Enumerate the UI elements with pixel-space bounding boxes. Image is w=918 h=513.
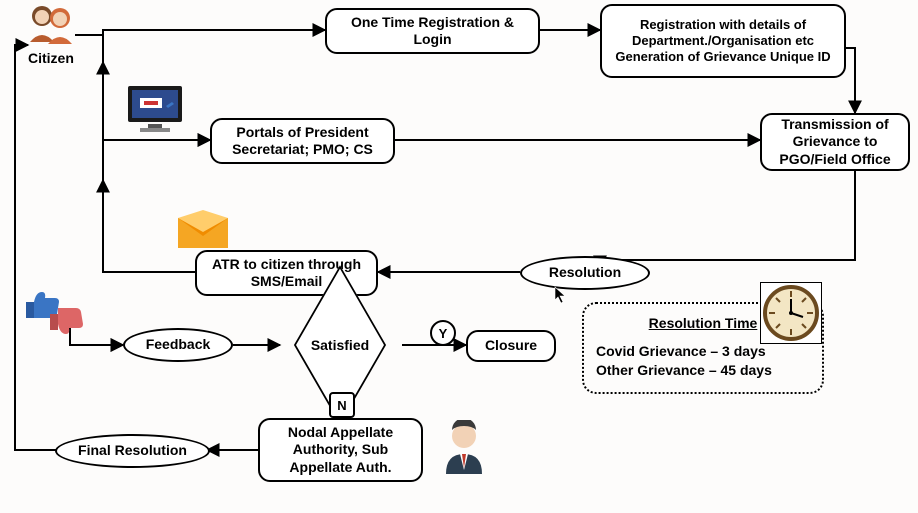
citizen-label: Citizen	[28, 50, 74, 66]
node-portals-label: Portals of President Secretariat; PMO; C…	[220, 124, 385, 159]
node-nodal: Nodal Appellate Authority, Sub Appellate…	[258, 418, 423, 482]
person-icon	[438, 420, 490, 478]
resolution-time-line2: Other Grievance – 45 days	[596, 361, 810, 381]
node-closure: Closure	[466, 330, 556, 362]
y-marker-label: Y	[439, 326, 448, 341]
node-nodal-label: Nodal Appellate Authority, Sub Appellate…	[268, 424, 413, 477]
envelope-icon	[176, 210, 230, 250]
node-grievance-details-label: Registration with details of Department.…	[610, 17, 836, 66]
node-portals: Portals of President Secretariat; PMO; C…	[210, 118, 395, 164]
clock-icon	[760, 282, 822, 344]
thumbs-icon	[20, 288, 86, 338]
citizen-icon	[24, 2, 79, 50]
node-transmission-label: Transmission of Grievance to PGO/Field O…	[770, 116, 900, 169]
monitor-icon	[124, 84, 186, 138]
node-resolution: Resolution	[520, 256, 650, 290]
n-marker: N	[329, 392, 355, 418]
node-feedback: Feedback	[123, 328, 233, 362]
cursor-icon	[554, 286, 568, 304]
node-resolution-label: Resolution	[549, 264, 621, 282]
node-feedback-label: Feedback	[146, 336, 211, 354]
node-final-resolution: Final Resolution	[55, 434, 210, 468]
node-satisfied: Satisfied	[280, 315, 400, 375]
node-otr-label: One Time Registration & Login	[335, 14, 530, 49]
node-satisfied-label: Satisfied	[280, 315, 400, 375]
flowchart-canvas: Citizen One Time Registration & Login Re…	[0, 0, 918, 513]
node-otr: One Time Registration & Login	[325, 8, 540, 54]
node-transmission: Transmission of Grievance to PGO/Field O…	[760, 113, 910, 171]
y-marker: Y	[430, 320, 456, 346]
node-closure-label: Closure	[485, 337, 537, 355]
node-grievance-details: Registration with details of Department.…	[600, 4, 846, 78]
n-marker-label: N	[337, 398, 346, 413]
node-final-resolution-label: Final Resolution	[78, 442, 187, 460]
